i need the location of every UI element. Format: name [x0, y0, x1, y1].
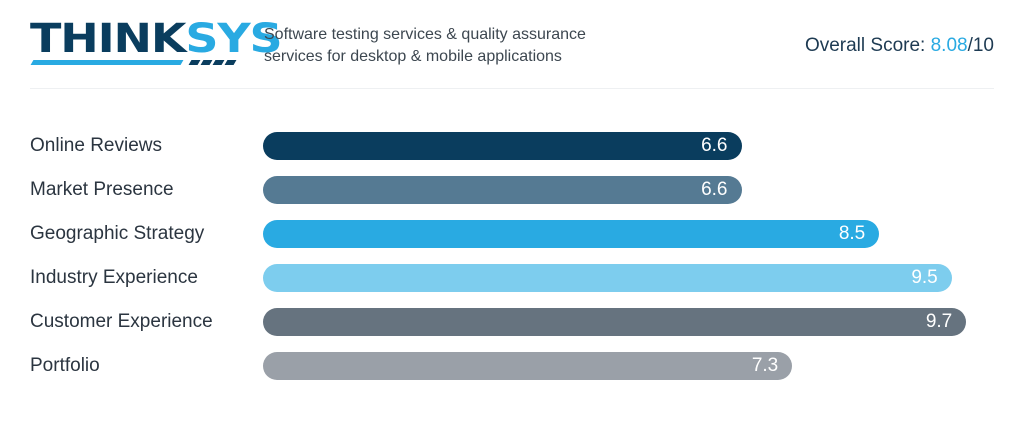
bar-value-label: 9.7 [925, 311, 953, 332]
tagline-line2: services for desktop & mobile applicatio… [264, 48, 562, 65]
divider [30, 88, 994, 89]
overall-score-value: 8.08 [930, 35, 968, 56]
bar-value-label: 6.6 [701, 135, 728, 156]
category-label: Market Presence [30, 179, 174, 200]
thinksys-logo: THINKSYS [30, 19, 283, 68]
category-label: Geographic Strategy [30, 223, 205, 244]
tagline-line1: Software testing services & quality assu… [264, 26, 586, 43]
category-label: Industry Experience [30, 267, 198, 288]
overall-score: Overall Score: 8.08/10 [805, 35, 994, 57]
bar: 9.5 [263, 264, 952, 292]
bar-value-label: 7.3 [751, 355, 779, 376]
bar: 9.7 [263, 308, 967, 336]
overall-score-suffix: /10 [967, 35, 994, 56]
bar: 8.5 [263, 220, 880, 248]
category-label: Customer Experience [30, 311, 213, 332]
tagline: Software testing services & quality assu… [264, 24, 586, 68]
bar: 6.6 [263, 132, 742, 160]
category-label: Portfolio [30, 355, 100, 376]
bar-value-label: 8.5 [838, 223, 866, 244]
overall-score-label: Overall Score: [804, 35, 926, 56]
bar: 6.6 [263, 176, 742, 204]
bar: 7.3 [263, 352, 793, 380]
bar-value-label: 9.5 [911, 267, 938, 288]
bar-value-label: 6.6 [701, 179, 728, 200]
category-label: Online Reviews [30, 135, 162, 156]
